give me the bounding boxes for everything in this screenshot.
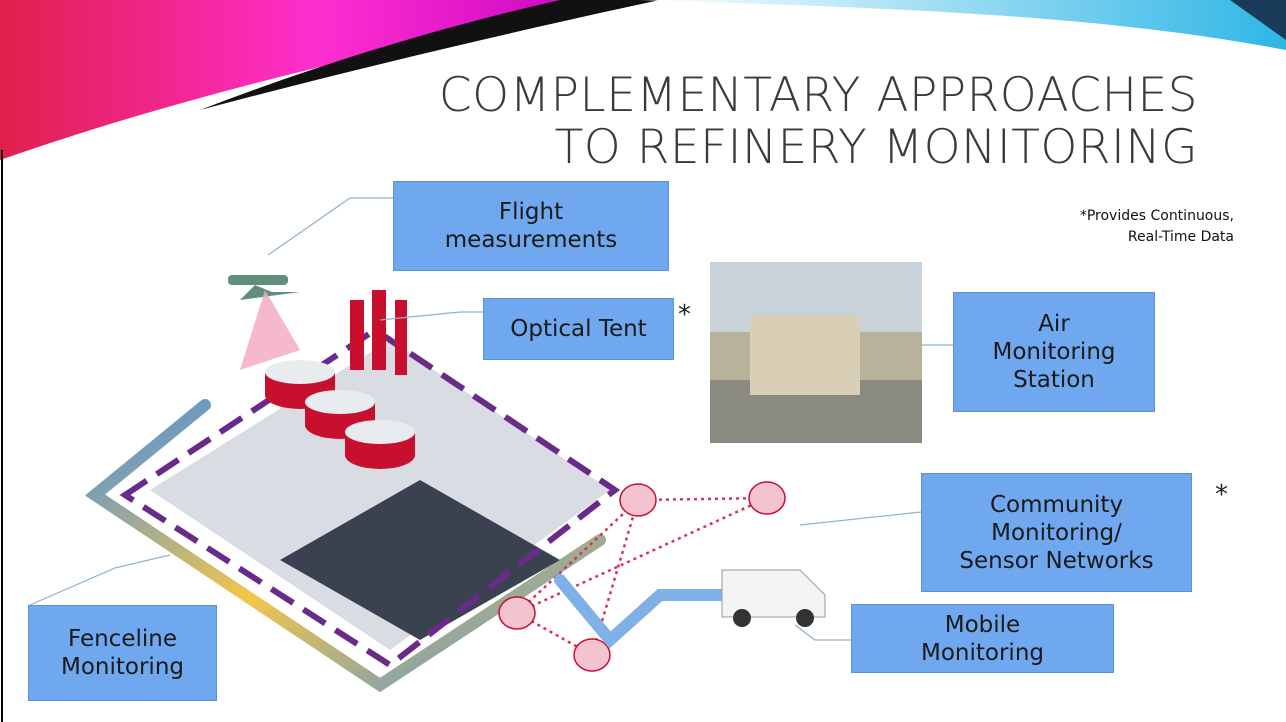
tank-tops (265, 360, 415, 444)
label-box: Fenceline Monitoring (28, 605, 217, 701)
parking (280, 480, 560, 640)
note-line: *Provides Continuous, (1079, 208, 1234, 224)
sensor-links (516, 495, 768, 657)
station-building (750, 315, 860, 395)
marker: * (678, 300, 691, 330)
label-line: Flight (498, 199, 564, 225)
plane-body (228, 275, 288, 285)
label-line: Air (1038, 311, 1070, 337)
note-line: Real-Time Data (1127, 229, 1234, 245)
label-line: Sensor Networks (959, 547, 1154, 574)
label-line: Monitoring (921, 639, 1044, 666)
fence-line (84, 399, 606, 693)
swoosh-corner (1230, 0, 1286, 40)
mobile-route (554, 574, 731, 649)
title-line: COMPLEMENTARY APPROACHES (438, 68, 1198, 123)
label-box: Community Monitoring/Sensor Networks (921, 473, 1192, 592)
swoosh-blue (640, 0, 1286, 50)
label-line: measurements (444, 227, 618, 253)
plane (240, 285, 300, 300)
van (721, 569, 826, 618)
label-line: Mobile (944, 611, 1021, 638)
label-line: Monitoring/ (991, 519, 1122, 546)
van-wheel (796, 609, 814, 627)
label-box: Flight measurements (393, 181, 669, 271)
sensors (498, 481, 786, 672)
label-line: Optical Tent (510, 316, 647, 342)
label-box: Optical Tent (483, 298, 674, 360)
label-line: Community (989, 491, 1124, 518)
label-line: Fenceline (67, 626, 177, 652)
title: COMPLEMENTARY APPROACHES TO REFINERY MONI… (439, 70, 1198, 174)
note: *Provides Continuous, Real-Time Data (1080, 206, 1234, 248)
label-box: Air Monitoring Station (953, 292, 1155, 412)
label-line: Station (1013, 367, 1095, 393)
label-line: Monitoring (992, 339, 1116, 365)
title-line: TO REFINERY MONITORING (554, 120, 1198, 175)
label-box: Mobile Monitoring (851, 604, 1114, 673)
swoosh-pink (0, 0, 640, 160)
marker: * (1215, 480, 1228, 510)
label-line: Monitoring (61, 654, 184, 680)
plane-beam (240, 290, 300, 370)
van-wheel (733, 609, 751, 627)
